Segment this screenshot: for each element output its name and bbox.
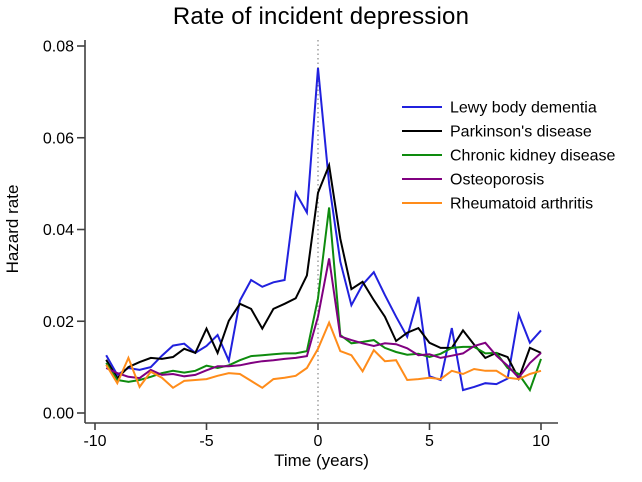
legend-label-rheumatoid-arthritis: Rheumatoid arthritis (450, 196, 593, 213)
y-tick-label: 0.04 (43, 222, 74, 239)
series-line-osteoporosis (105, 258, 542, 380)
x-tick-label: -5 (199, 433, 213, 450)
y-tick-label: 0.02 (43, 314, 74, 331)
legend-label-lewy-body-dementia: Lewy body dementia (450, 100, 597, 117)
legend-label-parkinson-s-disease: Parkinson's disease (450, 124, 592, 141)
y-tick-label: 0.00 (43, 406, 74, 423)
series-line-chronic-kidney-disease (105, 207, 542, 393)
series-line-parkinson-s-disease (105, 161, 542, 382)
y-tick-label: 0.08 (43, 39, 74, 56)
legend-label-osteoporosis: Osteoporosis (450, 172, 544, 189)
legend-label-chronic-kidney-disease: Chronic kidney disease (450, 148, 616, 165)
x-tick-label: 5 (425, 433, 434, 450)
series-line-rheumatoid-arthritis (105, 319, 542, 390)
x-axis-title: Time (years) (274, 451, 369, 470)
y-axis-title: Hazard rate (3, 184, 22, 274)
x-tick-label: -10 (83, 433, 106, 450)
chart-title: Rate of incident depression (172, 3, 470, 30)
x-tick-label: 10 (532, 433, 550, 450)
y-tick-label: 0.06 (43, 130, 74, 147)
x-tick-label: 0 (314, 433, 323, 450)
series-line-lewy-body-dementia (105, 67, 542, 392)
